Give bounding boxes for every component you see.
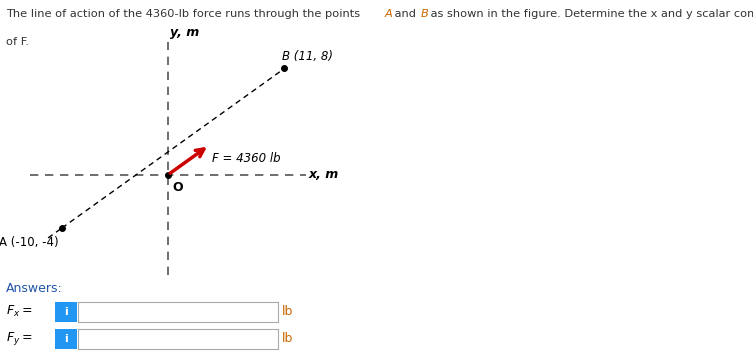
Text: lb: lb	[282, 305, 294, 318]
Text: lb: lb	[282, 332, 294, 345]
Text: i: i	[64, 334, 68, 344]
Text: A: A	[385, 9, 393, 19]
Text: and: and	[391, 9, 419, 19]
Text: F = 4360 lb: F = 4360 lb	[212, 152, 281, 165]
Text: i: i	[64, 307, 68, 316]
Text: $F_y=$: $F_y=$	[6, 330, 32, 347]
Text: The line of action of the 4360-lb force runs through the points: The line of action of the 4360-lb force …	[6, 9, 364, 19]
Text: A (-10, -4): A (-10, -4)	[0, 236, 59, 249]
Text: B: B	[421, 9, 428, 19]
Text: of F.: of F.	[6, 37, 29, 47]
Text: O: O	[172, 182, 183, 194]
Text: B (11, 8): B (11, 8)	[282, 50, 334, 63]
Text: $F_x=$: $F_x=$	[6, 304, 32, 319]
Text: y, m: y, m	[170, 26, 200, 39]
Text: as shown in the figure. Determine the x and y scalar components: as shown in the figure. Determine the x …	[426, 9, 753, 19]
Text: x, m: x, m	[309, 168, 339, 181]
Text: Answers:: Answers:	[6, 282, 62, 295]
